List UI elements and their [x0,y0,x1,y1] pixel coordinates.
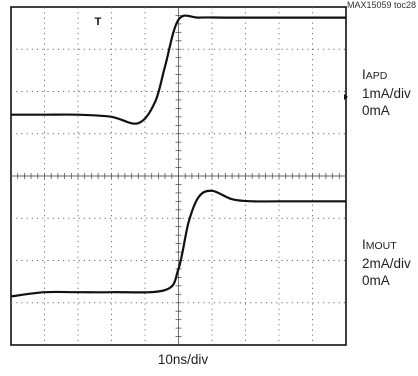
label-iapd-zero: 0mA [362,103,390,118]
label-iapd-main: I [362,67,366,82]
ref-level-marker [344,94,348,100]
center-axis-ticks [17,15,340,337]
label-imout-scale: 2mA/div [362,256,411,271]
x-scale-label: 10ns/div [157,352,209,367]
label-iapd-scale: 1mA/div [362,86,411,101]
label-imout-zero: 0mA [362,273,390,288]
trigger-marker: T [95,16,102,28]
label-imout-sub: MOUT [365,240,397,252]
label-iapd-sub: APD [365,70,388,82]
label-iapd: IAPD 1mA/div 0mA [362,66,411,119]
figure-tag: MAX15059 toc28 [346,0,416,10]
label-imout-main: I [362,237,366,252]
trace-imout [10,189,346,298]
trace-iapd [11,14,346,125]
label-imout: IMOUT 2mA/div 0mA [362,236,411,289]
